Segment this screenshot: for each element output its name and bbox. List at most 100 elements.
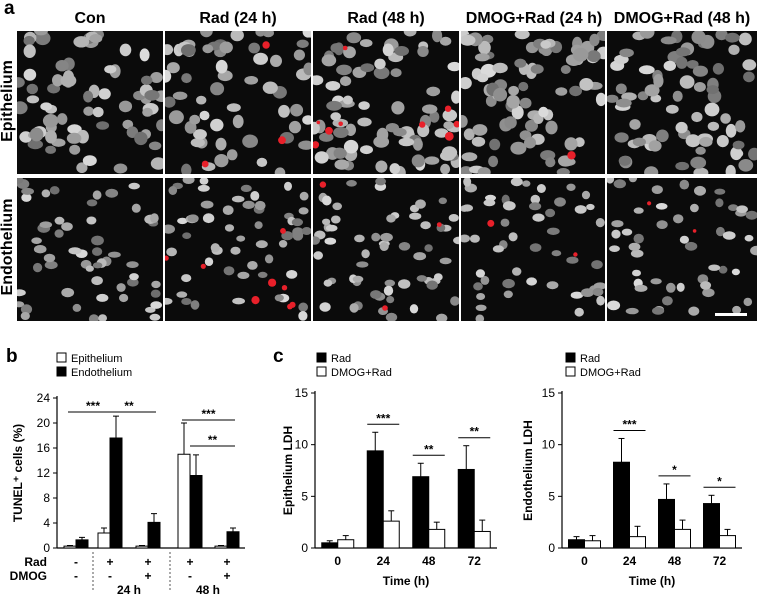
nucleus	[712, 63, 724, 75]
nucleus	[589, 33, 600, 47]
nucleus	[508, 232, 518, 242]
dmog-condition-sign: +	[223, 569, 230, 583]
significance-label: ***	[201, 407, 215, 421]
nucleus	[83, 90, 94, 103]
nucleus	[255, 31, 266, 37]
nucleus	[256, 157, 268, 167]
nucleus	[150, 289, 161, 298]
y-tick-label: 8	[43, 491, 50, 505]
nucleus	[321, 54, 337, 67]
nucleus	[82, 155, 97, 166]
nucleus	[374, 58, 386, 70]
nucleus	[33, 262, 43, 273]
tunel-positive-spot	[281, 285, 288, 291]
nucleus	[31, 237, 42, 244]
nucleus	[199, 110, 210, 121]
nucleus	[325, 224, 338, 232]
tunel-positive-spot	[262, 41, 270, 49]
nucleus	[139, 48, 150, 62]
nucleus	[545, 120, 558, 135]
y-tick-label: 20	[37, 416, 51, 430]
row-label-rad: Rad	[24, 555, 47, 569]
nucleus	[359, 39, 373, 48]
nucleus	[83, 106, 94, 116]
nucleus	[393, 128, 407, 137]
bar	[337, 539, 355, 549]
nucleus	[330, 112, 341, 121]
x-axis-label: Time (h)	[629, 574, 675, 588]
nucleus	[461, 234, 470, 243]
legend-swatch	[316, 352, 327, 363]
nucleus	[42, 114, 59, 128]
nucleus	[181, 163, 192, 174]
nucleus	[168, 186, 178, 195]
nucleus	[176, 291, 188, 298]
y-tick-label: 5	[301, 489, 308, 503]
tunel-positive-spot	[251, 296, 260, 305]
nucleus	[264, 254, 274, 264]
nucleus	[695, 146, 706, 155]
nucleus	[587, 50, 601, 63]
nucleus	[745, 210, 757, 220]
nucleus	[442, 109, 458, 122]
nucleus	[615, 98, 632, 108]
nucleus	[441, 146, 458, 159]
y-tick-label: 10	[542, 438, 556, 452]
tunel-positive-spot	[289, 301, 296, 308]
nucleus	[434, 128, 449, 138]
nucleus	[679, 179, 690, 190]
nucleus	[86, 216, 97, 225]
nucleus	[660, 36, 677, 45]
group-label-24h: 24 h	[117, 583, 141, 596]
tunel-positive-spot	[319, 181, 327, 188]
nucleus	[450, 296, 459, 306]
nucleus	[621, 228, 633, 236]
nucleus	[244, 76, 259, 85]
tunel-positive-spot	[382, 305, 388, 311]
dmog-condition-sign: -	[74, 569, 78, 583]
nucleus	[500, 218, 510, 227]
dmog-condition-sign: -	[108, 569, 112, 583]
column-header-dmog-rad-24h: DMOG+Rad (24 h)	[465, 10, 603, 27]
legend-label: Epithelium	[71, 353, 122, 365]
nucleus	[379, 242, 389, 251]
nucleus	[665, 104, 679, 114]
nucleus	[488, 155, 499, 168]
nucleus	[346, 32, 362, 44]
nucleus	[196, 95, 207, 105]
nucleus	[728, 44, 740, 55]
nucleus	[716, 135, 729, 148]
nucleus	[662, 296, 673, 306]
nucleus	[240, 184, 252, 192]
tunel-positive-spot	[453, 120, 459, 128]
nucleus	[156, 119, 163, 132]
nucleus	[313, 75, 322, 84]
nucleus	[17, 178, 24, 184]
nucleus	[356, 261, 369, 268]
micrograph-tile	[313, 31, 459, 174]
nucleus	[131, 203, 141, 213]
nucleus	[492, 245, 504, 253]
nucleus	[732, 140, 745, 150]
x-tick-label: 0	[334, 554, 341, 568]
nucleus	[690, 156, 707, 169]
nucleus	[409, 304, 419, 314]
nucleus	[129, 273, 139, 281]
nucleus	[750, 245, 757, 256]
rad-condition-sign: +	[223, 555, 230, 569]
nucleus	[219, 41, 233, 54]
nucleus	[586, 203, 595, 211]
bar	[109, 437, 123, 549]
nucleus	[742, 59, 757, 71]
nucleus	[510, 141, 527, 155]
nucleus	[514, 31, 530, 40]
nucleus	[278, 240, 288, 248]
nucleus	[461, 77, 472, 90]
nucleus	[333, 127, 349, 138]
nucleus	[403, 31, 417, 37]
dmog-condition-sign: -	[188, 569, 192, 583]
nucleus	[113, 163, 128, 174]
nucleus	[715, 198, 724, 208]
nucleus	[618, 155, 631, 166]
nucleus	[134, 131, 148, 146]
